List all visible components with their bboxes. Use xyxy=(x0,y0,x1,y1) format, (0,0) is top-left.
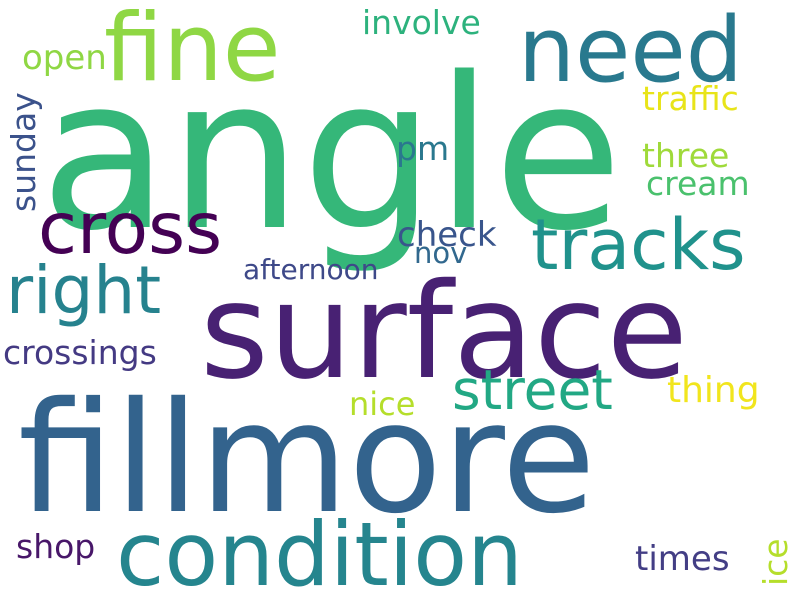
word-nov: nov xyxy=(414,236,468,270)
word-pm: pm xyxy=(396,129,450,168)
word-involve: involve xyxy=(362,3,481,42)
word-shop: shop xyxy=(16,527,96,566)
word-surface: surface xyxy=(200,255,688,409)
word-tracks: tracks xyxy=(531,204,746,286)
word-thing: thing xyxy=(667,370,760,411)
word-times: times xyxy=(635,539,730,579)
word-cream: cream xyxy=(646,164,750,203)
word-open: open xyxy=(22,38,107,78)
word-afternoon: afternoon xyxy=(243,253,379,286)
word-angle: angle xyxy=(40,32,623,277)
word-fillmore: fillmore xyxy=(18,370,596,548)
word-cross: cross xyxy=(38,187,223,270)
word-street: street xyxy=(452,358,613,422)
word-check: check xyxy=(397,215,497,255)
word-right: right xyxy=(6,252,162,329)
word-ice: ice xyxy=(756,538,795,586)
word-fine: fine xyxy=(104,0,281,103)
word-crossings: crossings xyxy=(3,333,157,372)
word-sunday: sunday xyxy=(4,92,43,212)
word-nice: nice xyxy=(349,385,416,423)
word-condition: condition xyxy=(116,503,523,600)
word-traffic: traffic xyxy=(642,79,739,118)
word-three: three xyxy=(642,136,730,175)
word-need: need xyxy=(518,0,743,103)
